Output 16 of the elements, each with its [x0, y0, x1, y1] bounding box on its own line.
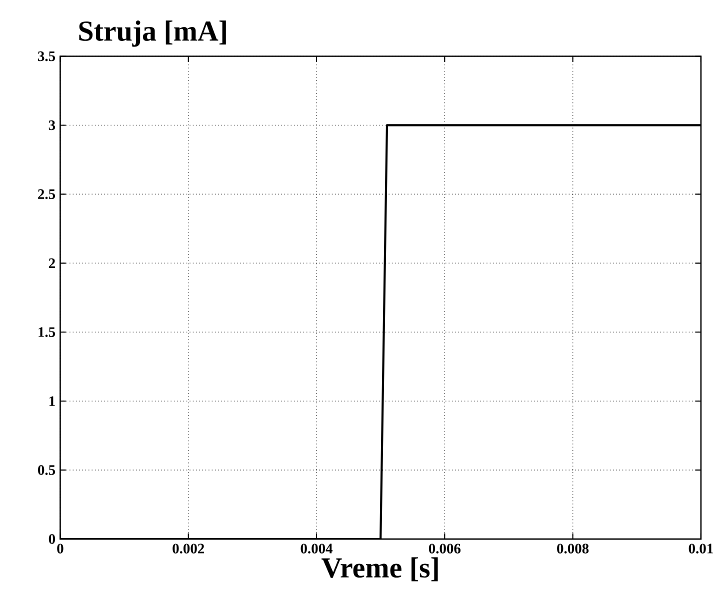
y-axis-title: Struja [mA]	[79, 20, 226, 47]
y-tick-label: 0	[48, 534, 56, 544]
x-tick-label: 0.004	[300, 544, 333, 554]
x-axis-title: Vreme [s]	[322, 557, 438, 582]
y-tick-label: 0.5	[38, 465, 56, 475]
x-tick-label: 0.002	[172, 544, 204, 554]
x-tick-label: 0.008	[557, 544, 589, 554]
y-tick-label: 2	[48, 258, 55, 268]
y-tick-label: 1	[49, 396, 55, 406]
x-tick-label: 0.01	[688, 544, 713, 554]
y-tick-label: 2.5	[38, 189, 56, 200]
x-tick-label: 0	[57, 544, 64, 554]
y-tick-label: 3.5	[38, 51, 56, 62]
y-tick-label: 1.5	[38, 327, 56, 337]
x-tick-label: 0.006	[428, 544, 461, 554]
y-tick-label: 3	[48, 120, 56, 130]
